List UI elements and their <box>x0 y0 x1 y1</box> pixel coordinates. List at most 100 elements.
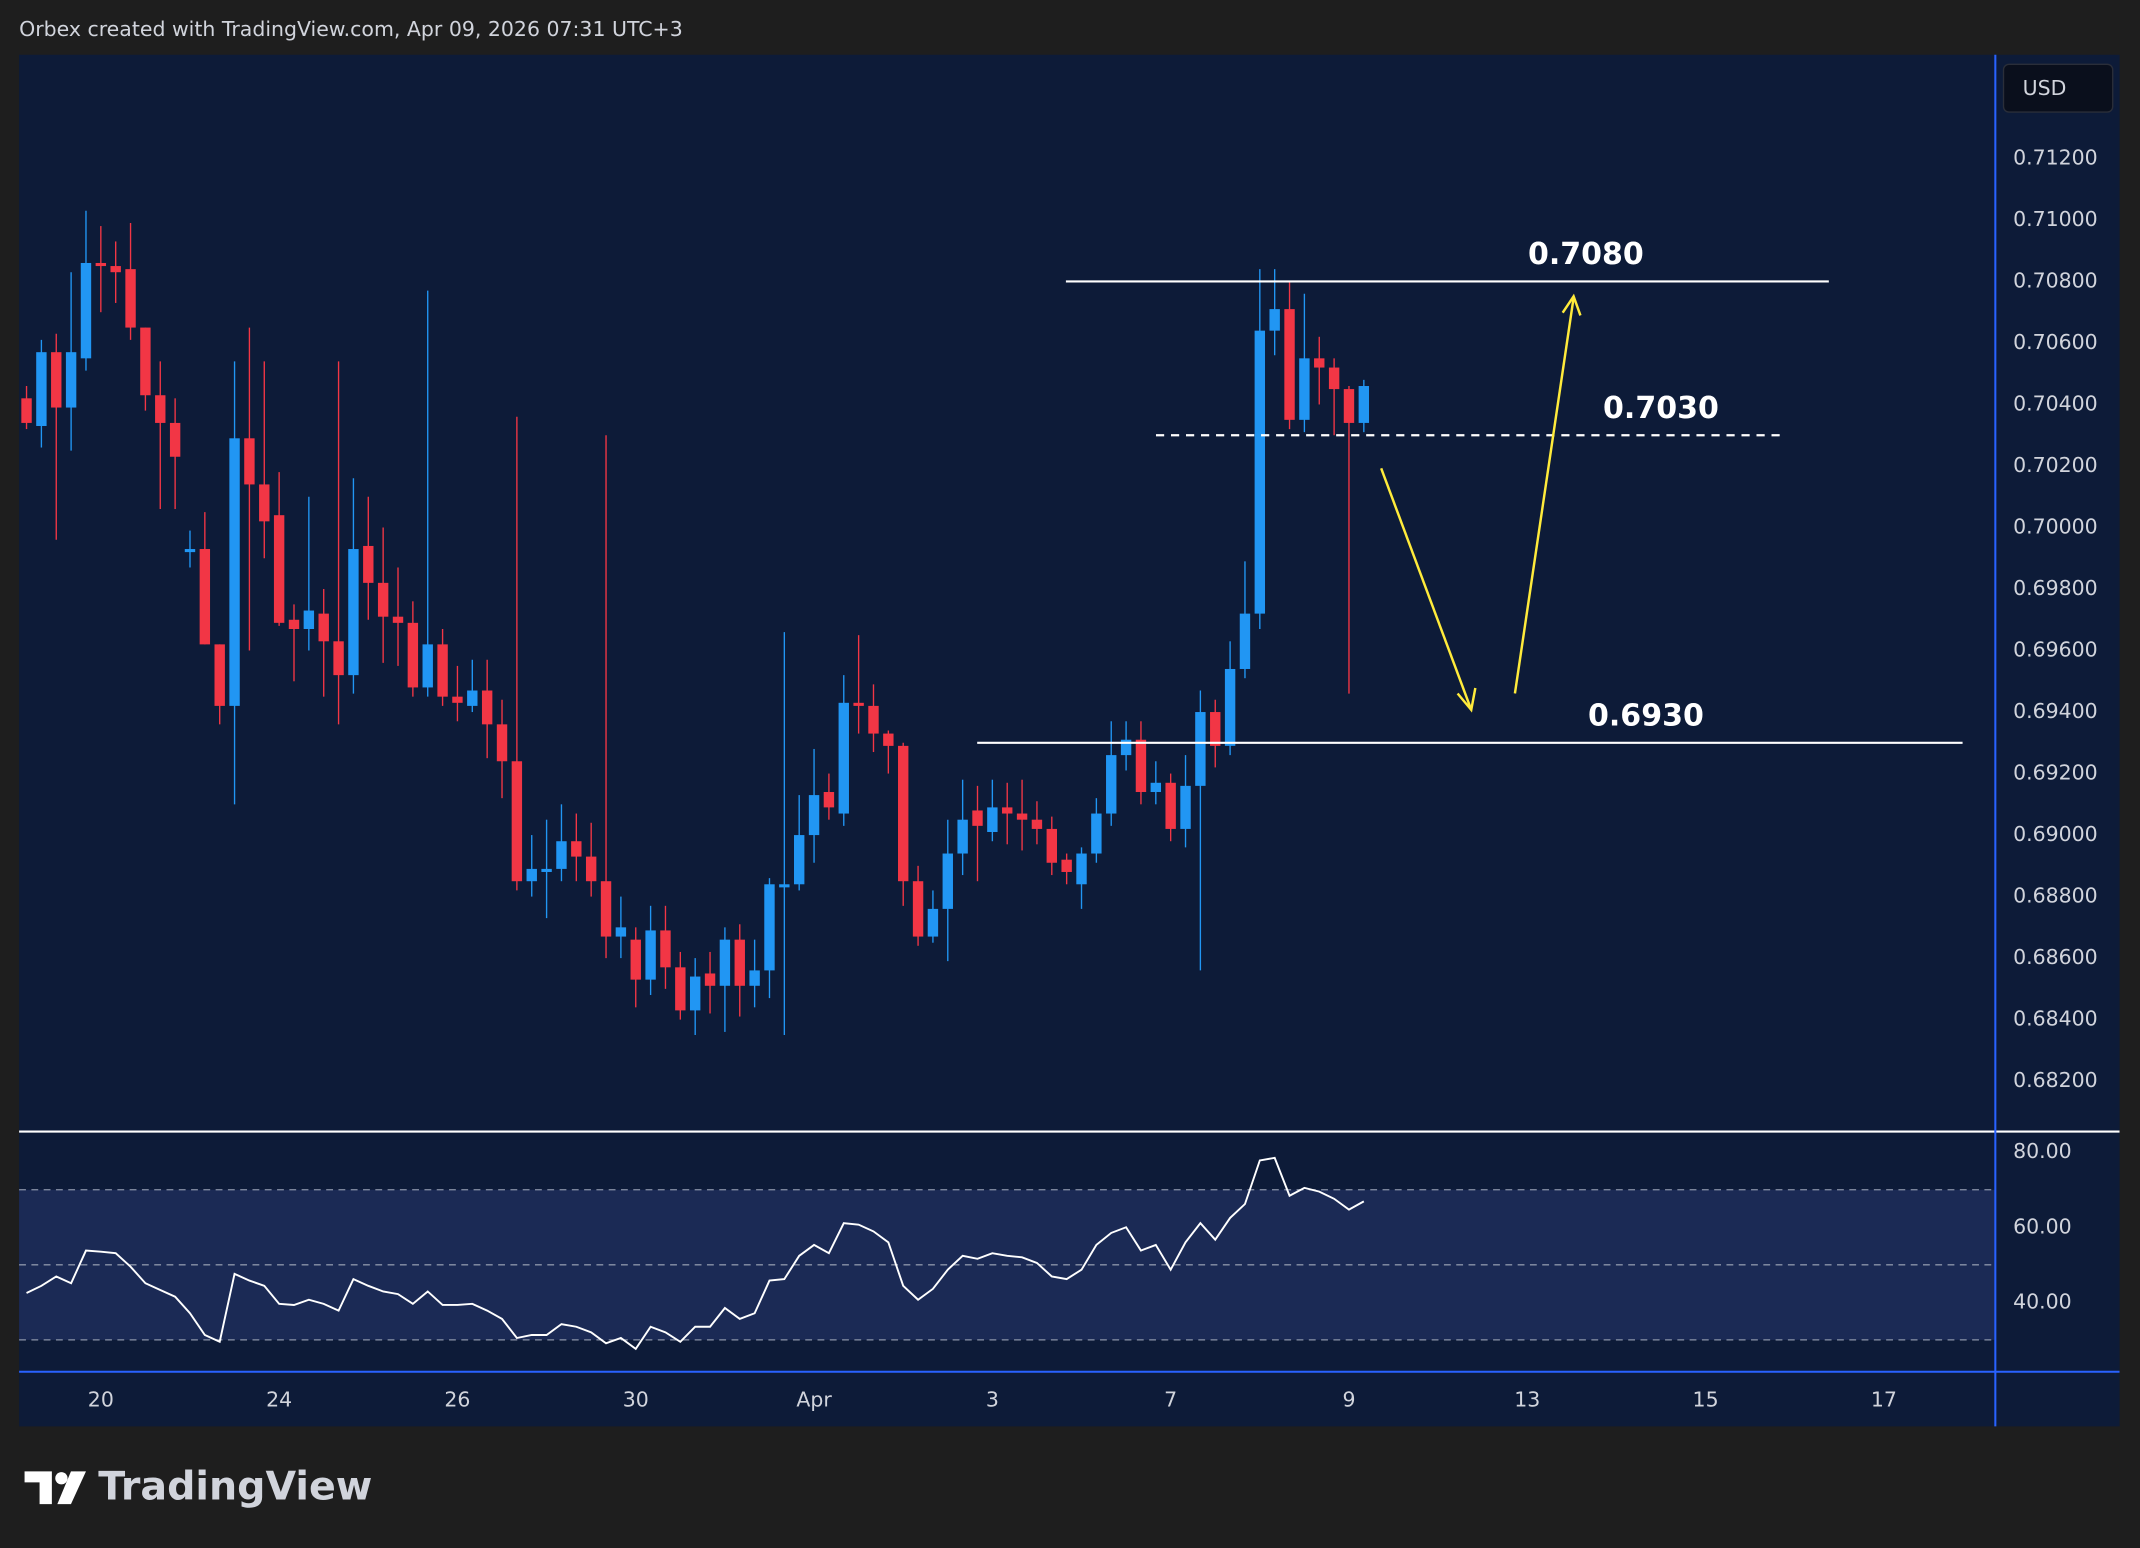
logo-text: TradingView <box>98 1464 372 1510</box>
y-tick-label: 80.00 <box>2013 1139 2072 1163</box>
arrow-up <box>1513 297 1575 694</box>
candle-body <box>214 644 225 706</box>
candle-body <box>1328 367 1340 390</box>
y-tick-label: 0.71000 <box>2013 207 2098 231</box>
x-tick-label: 20 <box>88 1387 114 1411</box>
level-label: 0.7030 <box>1603 391 1719 426</box>
level-label: 0.6930 <box>1588 698 1704 733</box>
y-tick-label: 0.69200 <box>2013 761 2098 785</box>
x-tick-label: 26 <box>444 1387 470 1411</box>
candle-body <box>600 881 612 937</box>
candle-body <box>125 269 136 328</box>
candle-body <box>496 724 508 762</box>
candle-body <box>481 690 493 725</box>
candle-body <box>704 973 716 986</box>
price-pane <box>19 54 1996 1132</box>
candle-body <box>80 262 92 359</box>
candle-body <box>467 690 478 706</box>
currency-box[interactable] <box>2002 63 2114 113</box>
y-tick-label: 0.69800 <box>2013 576 2098 600</box>
candle-body <box>184 549 196 553</box>
candle-body <box>779 884 790 888</box>
candle-body <box>645 930 656 980</box>
x-tick-label: 24 <box>266 1387 292 1411</box>
candle-body <box>1150 782 1162 793</box>
y-tick-label: 60.00 <box>2013 1214 2072 1238</box>
candle-body <box>1299 358 1310 420</box>
candle-body <box>407 622 419 688</box>
candle-body <box>1061 859 1072 872</box>
candle-body <box>1046 828 1057 863</box>
candle-body <box>1224 668 1236 746</box>
y-tick-label: 0.70600 <box>2013 330 2098 354</box>
candle-body <box>51 352 62 408</box>
candle-body <box>273 515 285 623</box>
candle-body <box>957 819 968 854</box>
candle-body <box>823 792 835 808</box>
candle-body <box>333 641 344 676</box>
plot-layer: 0.7080 0.7030 0.6930 <box>21 210 1963 1035</box>
logo-mark <box>55 1472 68 1485</box>
x-tick-label: 7 <box>1164 1387 1177 1411</box>
rsi-layer <box>19 1156 1996 1351</box>
candle-body <box>348 549 359 676</box>
candle-body <box>1120 739 1132 756</box>
candle-body <box>140 327 151 396</box>
candle-body <box>244 438 255 485</box>
y-tick-label: 0.69400 <box>2013 699 2098 723</box>
candle-body <box>199 549 211 645</box>
candle-body <box>95 262 107 267</box>
candle-body <box>942 853 953 909</box>
candle-body <box>1284 309 1295 420</box>
candle-body <box>21 398 32 423</box>
candle-body <box>585 856 597 882</box>
logo <box>24 1471 86 1505</box>
candle-body <box>1358 386 1370 423</box>
logo-mark <box>24 1471 52 1505</box>
candle-body <box>749 970 760 986</box>
candle-body <box>883 733 894 746</box>
y-tick-label: 0.68600 <box>2013 945 2098 969</box>
y-tick-label: 0.70400 <box>2013 391 2098 415</box>
candle-body <box>1165 782 1176 829</box>
candle-body <box>1016 813 1028 820</box>
candle-body <box>898 745 909 882</box>
candle-body <box>437 644 448 697</box>
y-tick-label: 0.70200 <box>2013 453 2098 477</box>
arrow-head <box>1561 293 1582 316</box>
candle-body <box>1091 813 1102 854</box>
candle-body <box>377 582 389 617</box>
candle-body <box>1002 807 1013 814</box>
y-tick-label: 40.00 <box>2013 1289 2072 1313</box>
candle-body <box>392 616 404 623</box>
candle-body <box>422 644 433 688</box>
candle-body <box>838 702 849 814</box>
y-tick-label: 0.68800 <box>2013 884 2098 908</box>
candle-body <box>571 841 582 857</box>
candle-body <box>764 884 775 971</box>
header-text: Orbex created with TradingView.com, Apr … <box>19 17 683 41</box>
candle-body <box>675 967 686 1011</box>
candle-body <box>615 927 627 937</box>
x-tick-label: 3 <box>986 1387 999 1411</box>
candle-body <box>511 761 523 882</box>
y-tick-label: 0.68400 <box>2013 1007 2098 1031</box>
y-tick-label: 0.69000 <box>2013 822 2098 846</box>
candle-body <box>452 696 463 703</box>
candle-body <box>1269 309 1280 331</box>
candle-body <box>853 702 864 706</box>
candle-body <box>1210 712 1221 746</box>
price-axis <box>1995 54 2120 1427</box>
candle-body <box>868 705 879 734</box>
candle-body <box>972 810 983 826</box>
candle-body <box>318 613 329 642</box>
x-tick-label: 17 <box>1871 1387 1897 1411</box>
arrows <box>1380 293 1582 713</box>
candle-body <box>526 868 537 882</box>
candle-body <box>987 807 998 832</box>
y-tick-label: 0.68200 <box>2013 1068 2098 1092</box>
candle-body <box>363 545 374 583</box>
candle-body <box>110 266 121 273</box>
candle-body <box>734 939 745 986</box>
